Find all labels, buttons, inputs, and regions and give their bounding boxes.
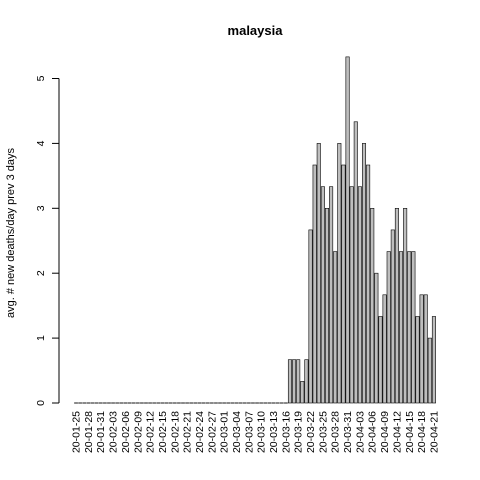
bar-20-03-19 [296,359,301,404]
x-tick-label: 20-04-06 [367,411,379,453]
x-axis: 20-01-25 20-01-28 20-01-31 20-02-03 20-02-06… [71,411,441,453]
y-axis: 0 1 2 3 4 5 [35,75,60,406]
y-tick-label: 3 [35,205,47,211]
x-tick-label: 20-04-18 [416,411,428,453]
x-tick-label: 20-03-16 [280,411,292,453]
x-tick-label: 20-02-03 [108,411,120,453]
bar-20-03-18 [292,359,297,404]
bar-20-04-07 [374,272,379,404]
bar-20-04-05 [366,164,371,404]
x-tick-label: 20-03-04 [231,411,243,453]
x-tick-label: 20-04-21 [428,411,440,453]
x-tick-label: 20-02-21 [182,411,194,453]
bar-20-04-09 [382,294,387,404]
x-tick-label: 20-03-25 [317,411,329,453]
bar-20-04-12 [394,208,399,404]
bar-20-04-18 [419,294,424,404]
x-tick-label: 20-02-18 [169,411,181,453]
x-tick-label: 20-03-31 [342,411,354,453]
bar-20-03-26 [324,208,329,404]
x-tick-label: 20-04-09 [379,411,391,453]
x-tick-label: 20-04-03 [354,411,366,453]
bar-20-04-10 [386,251,391,404]
x-tick-label: 20-02-09 [132,411,144,453]
x-tick-label: 20-02-12 [145,411,157,453]
bar-20-03-23 [312,164,317,404]
bar-20-04-21 [431,316,436,404]
x-tick-label: 20-02-27 [206,411,218,453]
x-tick-label: 20-01-31 [95,411,107,453]
bar-20-04-17 [415,316,420,404]
bar-20-03-22 [308,229,313,404]
x-tick-label: 20-04-15 [404,411,416,453]
x-tick-label: 20-03-07 [243,411,255,453]
bar-20-04-01 [349,186,354,404]
y-tick-label: 0 [35,400,47,406]
bar-20-04-13 [399,251,404,404]
x-tick-label: 20-03-28 [330,411,342,453]
bar-20-04-19 [423,294,428,404]
chart-title: malaysia [228,23,284,38]
y-axis-label: avg. # new deaths/day prev 3 days [5,148,17,318]
bar-20-03-24 [316,143,321,404]
bar-20-03-28 [333,251,338,404]
bar-20-03-30 [341,164,346,404]
bar-20-03-25 [320,186,325,404]
bar-20-04-08 [378,316,383,404]
bar-20-03-31 [345,56,350,404]
x-tick-label: 20-03-10 [256,411,268,453]
bar-20-03-17 [287,359,292,404]
bar-20-04-15 [407,251,412,404]
x-tick-label: 20-01-28 [83,411,95,453]
bar-20-03-21 [304,359,309,404]
y-tick-label: 5 [35,75,47,81]
bar-20-04-04 [361,143,367,404]
bar-20-04-03 [357,186,362,404]
x-tick-label: 20-02-24 [194,411,206,453]
x-tick-label: 20-01-25 [71,411,83,453]
y-tick-label: 1 [35,335,47,341]
bar-20-04-14 [403,208,408,404]
bar-20-03-20 [300,381,305,404]
bar-20-04-20 [427,337,432,404]
y-tick-label: 2 [35,270,47,276]
bar-20-03-29 [337,143,342,404]
x-tick-label: 20-02-06 [120,411,132,453]
x-tick-label: 20-03-01 [219,411,231,453]
x-tick-label: 20-03-22 [305,411,317,453]
x-tick-label: 20-02-15 [157,411,169,453]
y-tick-label: 4 [35,140,47,146]
bar-20-04-11 [390,229,395,404]
x-tick-label: 20-03-13 [268,411,280,453]
bar-20-03-27 [329,186,334,404]
bars [74,56,436,404]
x-tick-label: 20-03-19 [293,411,305,453]
bar-20-04-02 [353,121,358,404]
x-tick-label: 20-04-12 [391,411,403,453]
bar-20-04-16 [411,251,416,404]
bar-20-04-06 [370,208,375,404]
